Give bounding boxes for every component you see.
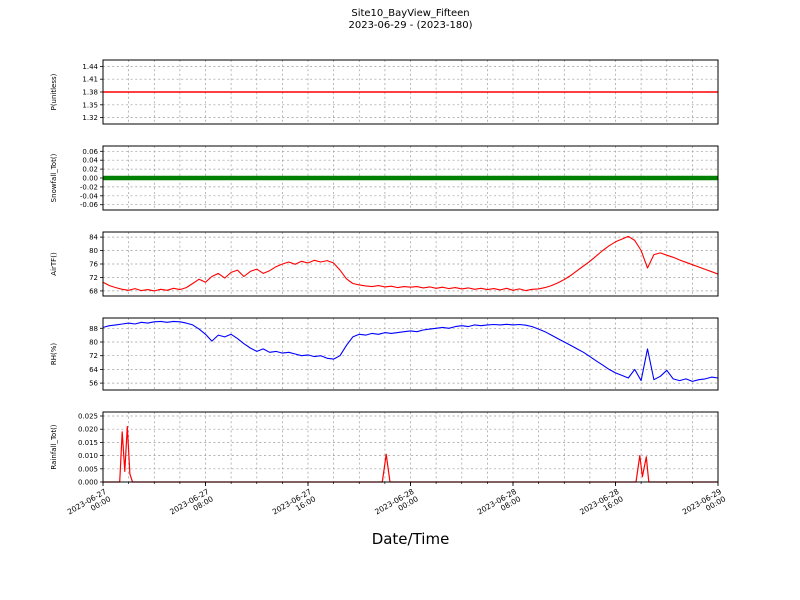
x-tick-label: 2023-06-2808:00 [476, 487, 523, 524]
y-tick-label: 1.41 [82, 76, 98, 84]
y-tick-label: 0.025 [78, 413, 98, 421]
x-tick-label: 2023-06-2708:00 [168, 487, 215, 524]
axes-border [102, 317, 719, 391]
x-axis-label: Date/Time [371, 530, 450, 548]
panel-rainfall_tot: 0.000 0.005 0.010 0.015 0.020 0.025 Rainfall_T… [50, 411, 719, 487]
y-tick-label: -0.04 [80, 192, 99, 200]
y-tick-label: 0.015 [78, 439, 98, 447]
y-tick-label: 0.04 [82, 157, 98, 165]
axes-border [102, 145, 719, 211]
y-tick-label: 76 [89, 261, 98, 269]
panel-snowfall_tot: -0.06-0.04-0.020.000.020.040.06 Snowfall_… [50, 145, 719, 211]
x-tick-label: 2023-06-2800:00 [373, 487, 420, 524]
y-tick-label: 72 [89, 352, 98, 360]
y-tick-label: 84 [89, 234, 98, 242]
y-axis-label: P(unitless) [50, 73, 58, 110]
series-group [103, 320, 718, 382]
y-tick-label: -0.02 [80, 183, 98, 191]
axes-border [102, 231, 719, 297]
y-tick-label: 0.010 [78, 452, 98, 460]
y-tick-label: 68 [89, 287, 98, 295]
y-tick-label: 88 [89, 325, 98, 333]
chart-title: Site10_BayView_Fifteen [351, 8, 470, 19]
y-tick-label: 80 [89, 339, 98, 347]
y-tick-label: 0.000 [78, 479, 98, 487]
series-line-rh [103, 320, 718, 382]
y-tick-label: 0.020 [78, 426, 98, 434]
y-axis-label: AirTF() [50, 252, 58, 276]
series-line-airtf [103, 235, 718, 292]
chart-subtitle: 2023-06-29 - (2023-180) [348, 20, 473, 31]
y-tick-label: 72 [89, 274, 98, 282]
y-tick-label: 0.06 [82, 148, 98, 156]
panel-p: 1.32 1.35 1.38 1.41 1.44 P(unitless) [50, 59, 719, 125]
axes-border [102, 59, 719, 125]
y-tick-label: 1.35 [82, 101, 98, 109]
y-axis-label: RH(%) [50, 343, 58, 366]
y-tick-label: 64 [89, 366, 98, 374]
y-tick-label: 0.005 [78, 465, 98, 473]
y-tick-label: 0.00 [82, 175, 98, 183]
y-tick-label: 1.38 [82, 89, 98, 97]
series-group [103, 235, 718, 292]
x-tick-label: 2023-06-2816:00 [578, 487, 625, 524]
y-tick-label: 56 [89, 380, 98, 388]
y-tick-label: 1.44 [82, 63, 98, 71]
x-tick-label: 2023-06-2900:00 [681, 487, 728, 524]
y-tick-label: -0.06 [80, 201, 99, 209]
series-group [103, 425, 718, 483]
x-tick-label: 2023-06-2716:00 [271, 487, 318, 524]
y-tick-label: 0.02 [82, 166, 98, 174]
y-axis-label: Snowfall_Tot() [50, 153, 58, 202]
y-tick-label: 1.32 [82, 114, 98, 122]
panel-rh: 56 64 72 80 88 RH(%) [50, 317, 719, 391]
x-tick-label: 2023-06-2700:00 [66, 487, 113, 524]
y-tick-label: 80 [89, 247, 98, 255]
series-line-rainfall_tot [103, 425, 718, 483]
panel-airtf: 68 72 76 80 84 AirTF() [50, 231, 719, 297]
y-axis-label: Rainfall_Tot() [50, 424, 58, 469]
